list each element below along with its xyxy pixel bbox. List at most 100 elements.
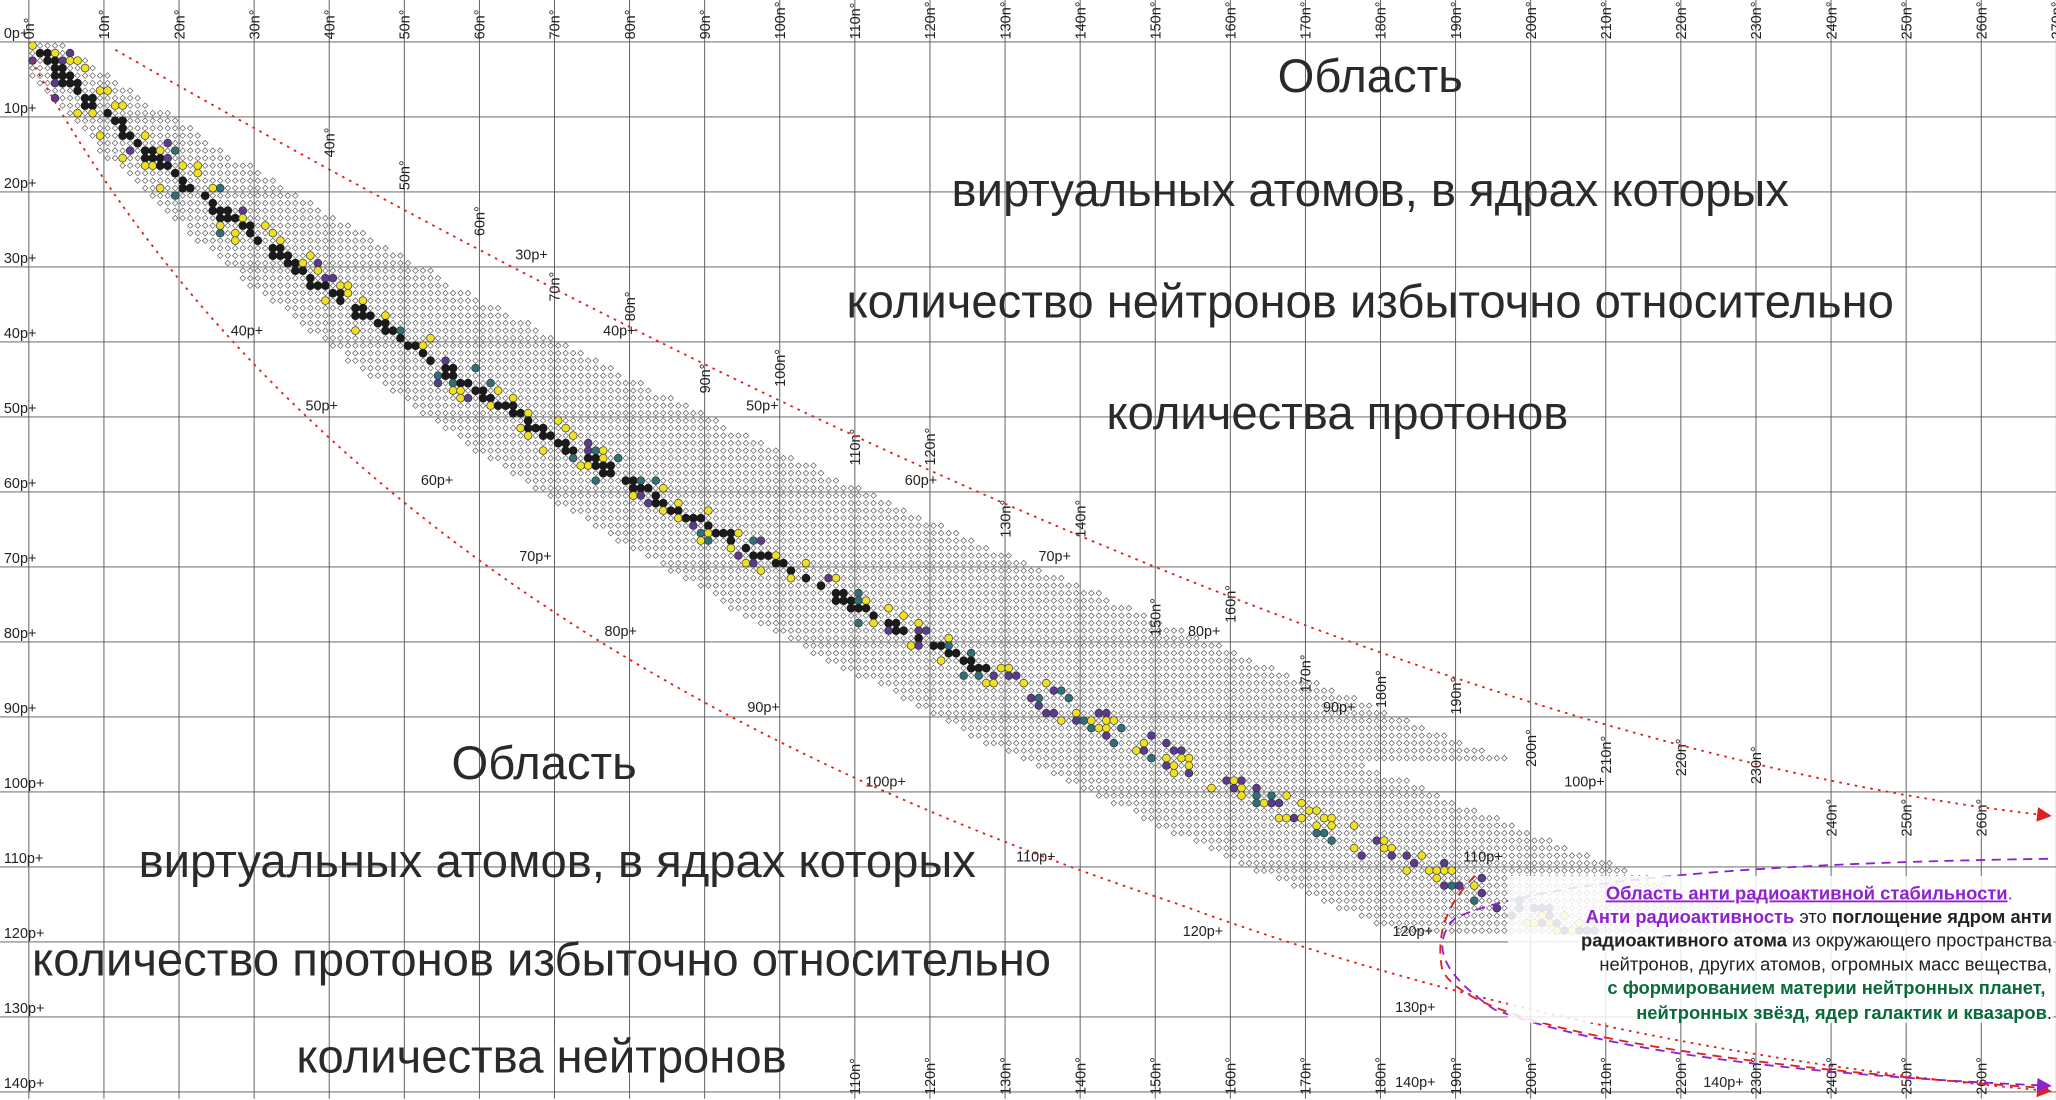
- virtual-nuclide: [1118, 627, 1125, 634]
- virtual-nuclide: [524, 402, 532, 409]
- virtual-nuclide: [727, 484, 735, 492]
- virtual-nuclide: [457, 327, 464, 334]
- virtual-nuclide: [1020, 709, 1027, 717]
- virtual-nuclide: [1185, 747, 1193, 754]
- virtual-nuclide: [502, 364, 509, 372]
- virtual-nuclide: [1110, 747, 1118, 754]
- virtual-nuclide: [569, 357, 577, 364]
- virtual-nuclide: [712, 424, 720, 432]
- long-lived-nuclide: [1304, 806, 1314, 815]
- virtual-nuclide: [1238, 739, 1245, 747]
- virtual-nuclide: [464, 409, 472, 417]
- virtual-nuclide: [645, 439, 652, 447]
- virtual-nuclide: [367, 357, 374, 364]
- virtual-nuclide: [727, 567, 735, 574]
- virtual-nuclide: [1140, 679, 1148, 687]
- virtual-nuclide: [554, 387, 562, 394]
- virtual-nuclide: [757, 484, 765, 492]
- virtual-nuclide: [322, 229, 329, 237]
- virtual-nuclide: [802, 522, 810, 529]
- virtual-nuclide: [945, 694, 952, 702]
- virtual-nuclide: [1253, 762, 1260, 769]
- virtual-nuclide: [1290, 837, 1298, 844]
- virtual-nuclide: [194, 177, 201, 184]
- virtual-nuclide: [862, 499, 870, 507]
- virtual-nuclide: [449, 417, 457, 424]
- virtual-nuclide: [892, 657, 900, 664]
- stable-nuclide: [245, 221, 255, 230]
- virtual-nuclide: [1456, 859, 1463, 867]
- virtual-nuclide: [1365, 784, 1373, 792]
- virtual-nuclide: [697, 447, 705, 454]
- virtual-nuclide: [1328, 709, 1335, 717]
- virtual-nuclide: [1283, 702, 1290, 709]
- virtual-nuclide: [359, 274, 367, 282]
- virtual-nuclide: [1290, 694, 1298, 702]
- virtual-nuclide: [1290, 792, 1298, 799]
- virtual-nuclide: [141, 102, 149, 109]
- virtual-nuclide: [1125, 619, 1133, 627]
- virtual-nuclide: [337, 244, 344, 252]
- virtual-nuclide: [1395, 717, 1403, 724]
- virtual-nuclide: [209, 147, 216, 154]
- virtual-nuclide: [1170, 679, 1178, 687]
- virtual-nuclide: [1260, 852, 1268, 859]
- virtual-nuclide: [247, 282, 254, 289]
- virtual-nuclide: [735, 604, 742, 612]
- virtual-nuclide: [922, 567, 930, 574]
- virtual-nuclide: [59, 102, 66, 109]
- virtual-nuclide: [690, 499, 697, 507]
- virtual-nuclide: [186, 177, 194, 184]
- virtual-nuclide: [562, 357, 569, 364]
- virtual-nuclide: [1320, 702, 1328, 709]
- virtual-nuclide: [1170, 672, 1178, 679]
- virtual-nuclide: [1095, 717, 1103, 724]
- virtual-nuclide: [397, 304, 404, 312]
- virtual-nuclide: [1501, 904, 1508, 912]
- virtual-nuclide: [1350, 784, 1358, 792]
- virtual-nuclide: [269, 177, 277, 184]
- virtual-nuclide: [352, 237, 359, 244]
- virtual-nuclide: [742, 529, 750, 537]
- long-lived-nuclide: [696, 536, 706, 545]
- virtual-nuclide: [1283, 769, 1290, 777]
- virtual-nuclide: [622, 432, 629, 439]
- virtual-nuclide: [1178, 717, 1185, 724]
- virtual-nuclide: [614, 477, 622, 484]
- virtual-nuclide: [817, 642, 825, 649]
- virtual-nuclide: [111, 94, 119, 102]
- virtual-nuclide: [1163, 649, 1170, 657]
- virtual-nuclide: [412, 312, 419, 319]
- virtual-nuclide: [1305, 822, 1313, 829]
- virtual-nuclide: [862, 634, 870, 642]
- row-label: 10p+: [4, 101, 36, 117]
- virtual-nuclide: [1193, 799, 1200, 807]
- virtual-nuclide: [239, 192, 247, 199]
- long-lived-nuclide: [1109, 716, 1119, 725]
- virtual-nuclide: [1260, 694, 1268, 702]
- virtual-nuclide: [922, 589, 930, 597]
- stable-nuclide: [651, 491, 661, 500]
- virtual-nuclide: [1118, 664, 1125, 672]
- virtual-nuclide: [825, 627, 832, 634]
- virtual-nuclide: [1380, 874, 1388, 882]
- virtual-nuclide: [1425, 882, 1433, 889]
- virtual-nuclide: [1395, 859, 1403, 867]
- stable-nuclide: [756, 551, 766, 560]
- virtual-nuclide: [1358, 762, 1365, 769]
- virtual-nuclide: [1148, 657, 1155, 664]
- stable-nuclide: [666, 506, 676, 515]
- virtual-nuclide: [1035, 709, 1043, 717]
- virtual-nuclide: [156, 177, 164, 184]
- virtual-nuclide: [870, 552, 877, 559]
- virtual-nuclide: [1305, 732, 1313, 739]
- virtual-nuclide: [1035, 672, 1043, 679]
- long-lived-nuclide: [786, 573, 796, 583]
- virtual-nuclide: [1133, 754, 1140, 762]
- virtual-nuclide: [1005, 634, 1012, 642]
- virtual-nuclide: [952, 672, 960, 679]
- virtual-nuclide: [1268, 784, 1275, 792]
- proton-label: 120p+: [1183, 924, 1223, 940]
- virtual-nuclide: [1012, 679, 1020, 687]
- virtual-nuclide: [404, 387, 412, 394]
